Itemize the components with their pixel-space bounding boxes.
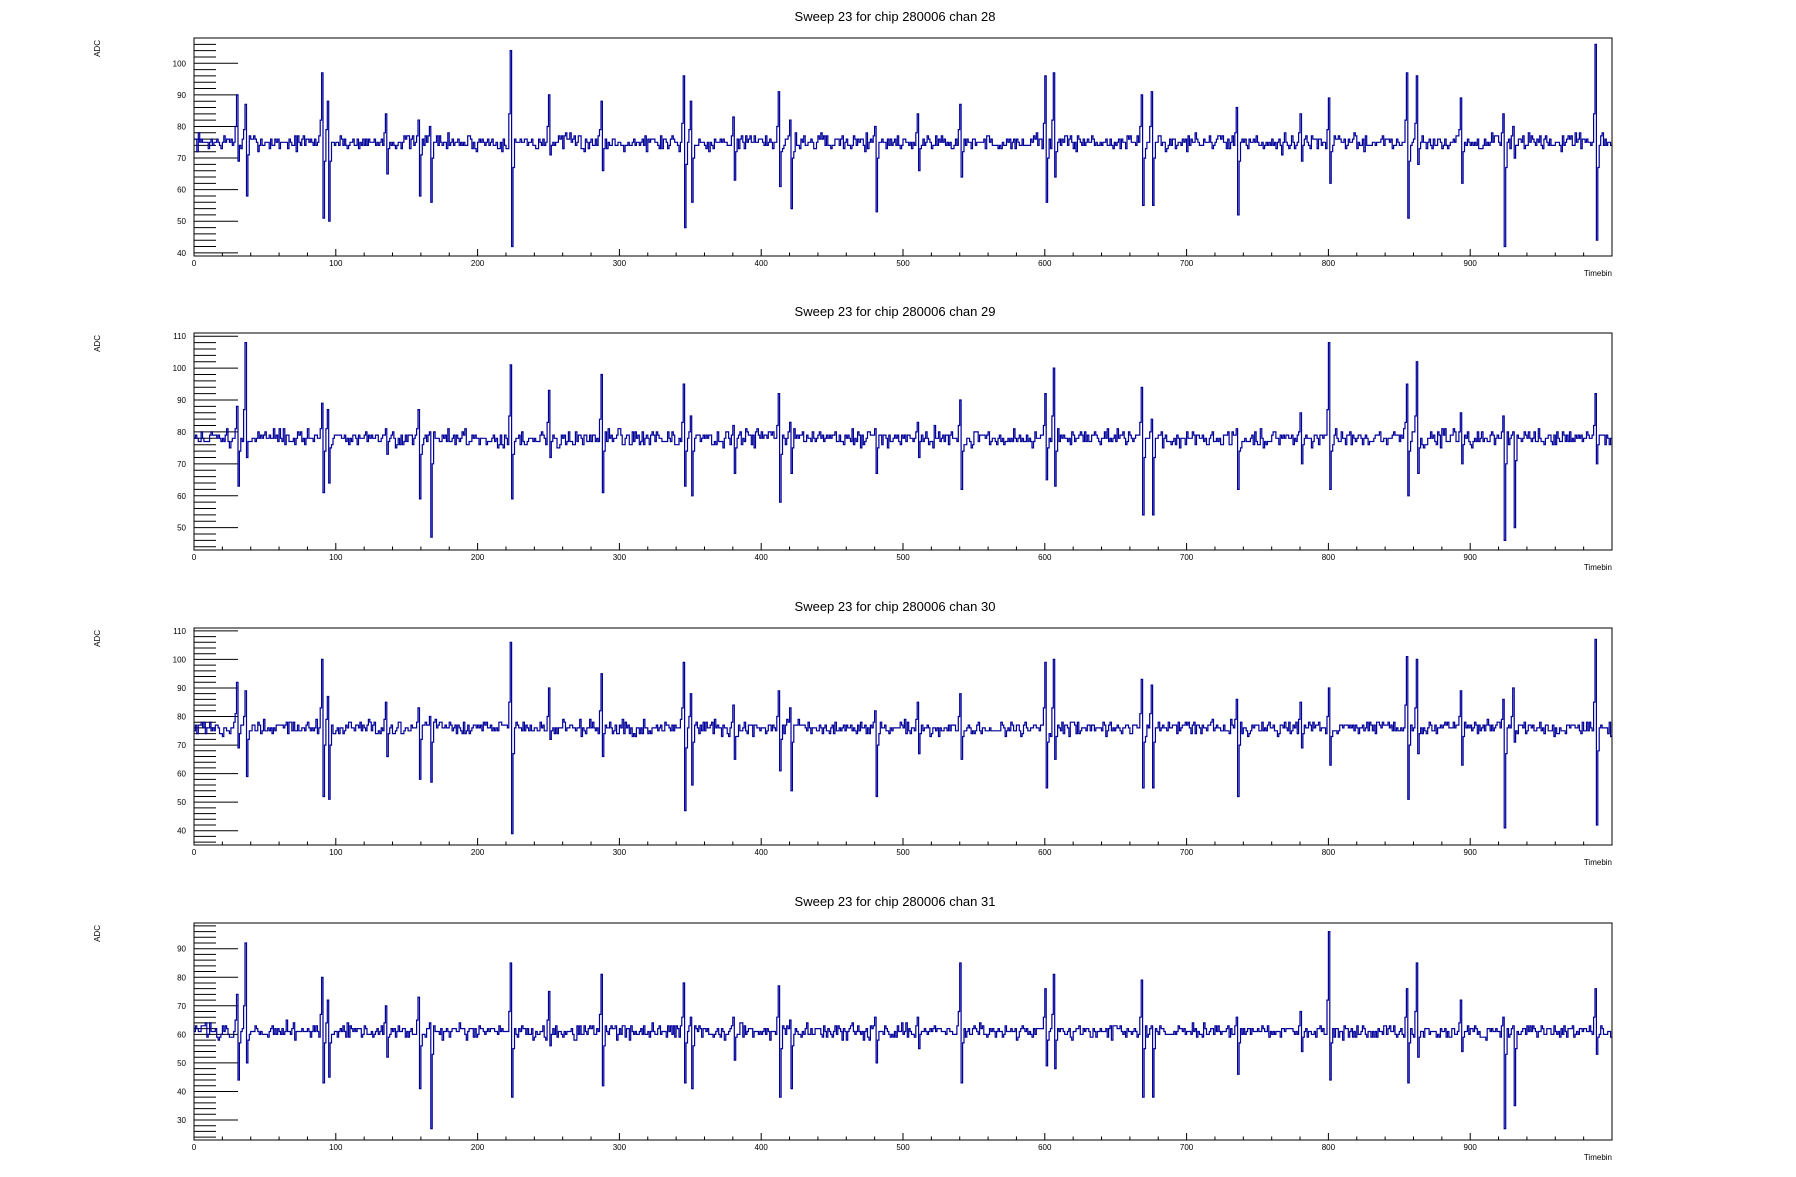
series-line-2 (194, 638, 1612, 835)
y-tick-label-1: 80 (177, 428, 186, 437)
x-tick-label-2: 500 (896, 848, 910, 857)
y-tick-label-0: 70 (177, 154, 186, 163)
y-tick-label-2: 60 (177, 770, 186, 779)
chart-panel-1: Sweep 23 for chip 280006 chan 29 ADC Timeb… (93, 304, 1613, 572)
x-tick-label-3: 300 (613, 1143, 627, 1152)
series-line-3 (194, 931, 1612, 1130)
x-tick-label-0: 0 (192, 259, 197, 268)
x-tick-label-0: 800 (1322, 259, 1336, 268)
x-tick-label-2: 200 (471, 848, 485, 857)
plot-frame-0 (193, 37, 1613, 257)
x-tick-label-3: 800 (1322, 1143, 1336, 1152)
x-tick-label-1: 200 (471, 553, 485, 562)
y-tick-label-1: 110 (173, 332, 186, 341)
y-tick-label-0: 50 (177, 217, 186, 226)
x-tick-label-1: 300 (613, 553, 627, 562)
x-tick-label-2: 0 (192, 848, 197, 857)
x-tick-label-3: 700 (1180, 1143, 1194, 1152)
x-tick-label-0: 600 (1038, 259, 1052, 268)
x-tick-label-3: 500 (896, 1143, 910, 1152)
y-tick-label-0: 90 (177, 91, 186, 100)
x-tick-label-1: 100 (329, 553, 343, 562)
chart-title-3: Sweep 23 for chip 280006 chan 31 (795, 894, 996, 909)
x-tick-label-3: 900 (1464, 1143, 1478, 1152)
y-tick-label-1: 100 (173, 364, 187, 373)
x-axis-label-1: Timebin (1584, 563, 1612, 572)
y-tick-label-0: 40 (177, 249, 186, 258)
y-tick-label-1: 70 (177, 460, 186, 469)
x-axis-label-0: Timebin (1584, 269, 1612, 278)
y-tick-label-2: 90 (177, 684, 186, 693)
x-tick-label-1: 800 (1322, 553, 1336, 562)
x-tick-label-2: 900 (1464, 848, 1478, 857)
y-tick-label-1: 60 (177, 492, 186, 501)
x-tick-label-0: 900 (1464, 259, 1478, 268)
y-axis-label-0: ADC (93, 40, 102, 57)
y-tick-label-3: 40 (177, 1087, 186, 1096)
series-line-0 (194, 43, 1612, 248)
x-tick-label-2: 300 (613, 848, 627, 857)
x-tick-label-3: 400 (755, 1143, 769, 1152)
x-tick-label-0: 100 (329, 259, 343, 268)
x-tick-label-1: 400 (755, 553, 769, 562)
plot-frame-1 (193, 332, 1613, 551)
x-tick-label-0: 400 (755, 259, 769, 268)
x-tick-label-1: 500 (896, 553, 910, 562)
y-tick-label-3: 30 (177, 1116, 186, 1125)
y-axis-label-3: ADC (93, 925, 102, 942)
y-tick-label-2: 50 (177, 798, 186, 807)
chart-panel-2: Sweep 23 for chip 280006 chan 30 ADC Timeb… (93, 599, 1613, 867)
x-tick-label-3: 600 (1038, 1143, 1052, 1152)
plot-frame-2 (193, 627, 1613, 846)
x-tick-label-3: 200 (471, 1143, 485, 1152)
y-tick-label-0: 80 (177, 122, 186, 131)
x-axis-label-2: Timebin (1584, 858, 1612, 867)
plot-frame-3 (193, 922, 1613, 1141)
y-axis-label-2: ADC (93, 630, 102, 647)
y-tick-label-0: 100 (173, 59, 187, 68)
y-tick-label-2: 100 (173, 655, 187, 664)
x-tick-label-1: 700 (1180, 553, 1194, 562)
chart-panel-3: Sweep 23 for chip 280006 chan 31 ADC Timeb… (93, 894, 1613, 1162)
y-tick-label-3: 60 (177, 1030, 186, 1039)
x-tick-label-3: 0 (192, 1143, 197, 1152)
y-tick-label-0: 60 (177, 186, 186, 195)
x-axis-label-3: Timebin (1584, 1153, 1612, 1162)
x-tick-label-1: 900 (1464, 553, 1478, 562)
y-tick-label-2: 80 (177, 713, 186, 722)
x-tick-label-1: 600 (1038, 553, 1052, 562)
y-tick-label-2: 110 (173, 627, 186, 636)
chart-title-1: Sweep 23 for chip 280006 chan 29 (795, 304, 996, 319)
y-tick-label-3: 80 (177, 973, 186, 982)
x-tick-label-0: 300 (613, 259, 627, 268)
y-tick-label-2: 70 (177, 741, 186, 750)
x-tick-label-2: 700 (1180, 848, 1194, 857)
y-tick-label-3: 70 (177, 1002, 186, 1011)
chart-title-2: Sweep 23 for chip 280006 chan 30 (795, 599, 996, 614)
chart-title-0: Sweep 23 for chip 280006 chan 28 (795, 9, 996, 24)
x-tick-label-1: 0 (192, 553, 197, 562)
x-tick-label-0: 500 (896, 259, 910, 268)
y-tick-label-3: 50 (177, 1059, 186, 1068)
x-tick-label-2: 800 (1322, 848, 1336, 857)
y-tick-label-1: 90 (177, 396, 186, 405)
y-tick-label-2: 40 (177, 827, 186, 836)
chart-panel-0: Sweep 23 for chip 280006 chan 28 ADC Timeb… (93, 9, 1613, 278)
y-tick-label-3: 90 (177, 945, 186, 954)
y-tick-label-1: 50 (177, 524, 186, 533)
x-tick-label-0: 200 (471, 259, 485, 268)
x-tick-label-2: 100 (329, 848, 343, 857)
x-tick-label-3: 100 (329, 1143, 343, 1152)
series-line-1 (194, 342, 1612, 541)
x-tick-label-2: 400 (755, 848, 769, 857)
y-axis-label-1: ADC (93, 335, 102, 352)
x-tick-label-2: 600 (1038, 848, 1052, 857)
x-tick-label-0: 700 (1180, 259, 1194, 268)
